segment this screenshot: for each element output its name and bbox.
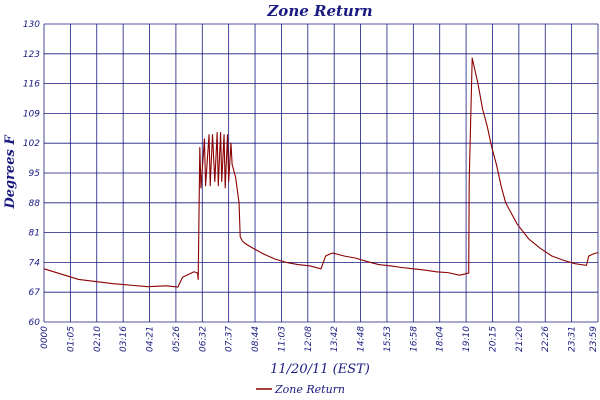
x-tick-label: 07:37 [225,326,235,352]
x-tick-label: 02:10 [93,326,103,352]
legend-label: Zone Return [274,383,345,396]
y-tick-label: 123 [23,50,40,60]
x-tick-label: 23:59 [589,326,599,352]
y-tick-label: 88 [29,199,41,209]
y-tick-label: 67 [29,288,41,298]
y-tick-label: 74 [29,258,41,268]
x-tick-label: 08:44 [251,326,261,352]
x-tick-label: 03:16 [119,326,129,352]
x-tick-label: 20:15 [488,326,498,352]
grid [43,23,599,323]
y-tick-label: 116 [23,80,40,90]
chart-title: Zone Return [266,2,372,20]
x-tick-label: 22:26 [541,326,551,352]
x-tick-label: 06:32 [198,326,208,352]
y-tick-label: 60 [29,318,41,328]
x-tick-label: 14:48 [357,326,367,352]
x-tick-label: 19:10 [462,326,472,352]
y-axis-ticks: 60 67 74 81 88 95 102 109 116 123 130 [23,20,40,328]
x-tick-label: 11:03 [277,326,287,352]
x-tick-label: 0000 [40,326,50,349]
y-tick-label: 81 [29,229,40,239]
y-tick-label: 109 [23,109,40,119]
x-axis-label: 11/20/11 (EST) [270,362,370,377]
x-tick-label: 21:20 [515,326,525,352]
y-axis-label: Degrees F [3,135,18,210]
series-line-zone-return [43,57,599,288]
x-tick-label: 16:58 [409,326,419,352]
x-tick-label: 15:53 [383,326,393,352]
y-tick-label: 130 [23,20,40,30]
x-tick-label: 18:04 [436,326,446,352]
x-tick-label: 01:05 [66,326,76,352]
y-tick-label: 95 [29,169,41,179]
x-tick-label: 23:31 [568,326,578,352]
x-axis-ticks: 0000 01:05 02:10 03:16 04:21 05:26 06:32 07:37 0… [40,326,599,352]
x-tick-label: 05:26 [172,326,182,352]
x-tick-label: 04:21 [146,326,156,352]
x-tick-label: 12:08 [304,326,314,352]
legend: Zone Return [256,383,345,396]
y-tick-label: 102 [23,139,40,149]
x-tick-label: 13:42 [330,326,340,352]
